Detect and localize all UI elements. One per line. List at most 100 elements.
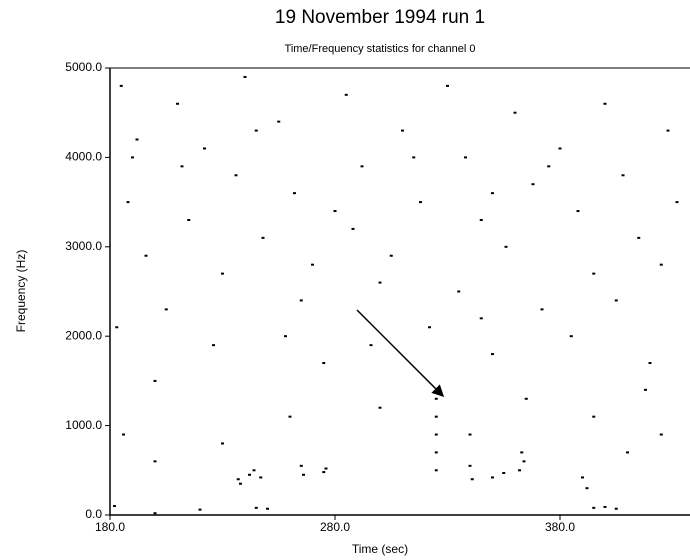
y-tick-label: 2000.0	[65, 328, 102, 342]
point	[659, 263, 663, 266]
x-tick-label: 280.0	[320, 520, 350, 534]
y-axis-label: Frequency (Hz)	[14, 250, 28, 333]
point	[520, 451, 524, 454]
point	[592, 272, 596, 275]
point	[434, 469, 438, 472]
point	[621, 174, 625, 177]
point	[243, 75, 247, 78]
point	[322, 362, 326, 365]
point	[284, 335, 287, 338]
point	[434, 433, 438, 436]
point	[234, 174, 238, 177]
point	[322, 471, 326, 474]
point	[524, 397, 528, 400]
point	[254, 129, 258, 132]
x-tick-label: 180.0	[95, 520, 125, 534]
point	[212, 344, 215, 347]
chart-subtitle: Time/Frequency statistics for channel 0	[285, 43, 476, 55]
point	[637, 236, 641, 239]
point	[378, 281, 382, 284]
point	[614, 299, 618, 302]
chart-title: 19 November 1994 run 1	[275, 7, 485, 28]
y-tick-label: 0.0	[85, 507, 102, 521]
point	[239, 482, 242, 485]
point	[428, 326, 431, 329]
point	[378, 406, 382, 409]
y-tick-label: 5000.0	[65, 60, 102, 74]
point	[581, 476, 584, 479]
point	[504, 245, 508, 248]
point	[464, 156, 467, 159]
point	[491, 476, 494, 479]
point	[176, 102, 179, 105]
point	[522, 460, 526, 463]
point	[333, 210, 337, 213]
point	[293, 192, 296, 195]
point	[434, 415, 438, 418]
point	[221, 272, 224, 275]
point	[468, 433, 472, 436]
point	[513, 111, 517, 114]
point	[144, 254, 148, 257]
point	[434, 397, 438, 400]
point	[419, 201, 422, 204]
y-tick-label: 4000.0	[65, 150, 102, 164]
point	[254, 506, 258, 509]
point	[434, 451, 438, 454]
point	[547, 165, 551, 168]
point	[603, 102, 607, 105]
point	[592, 415, 596, 418]
point	[457, 290, 461, 293]
point	[585, 487, 589, 490]
point	[351, 227, 355, 230]
point	[259, 476, 263, 479]
point	[122, 433, 125, 436]
point	[266, 507, 269, 510]
point	[389, 254, 393, 257]
point	[675, 201, 679, 204]
point	[252, 469, 256, 472]
point	[518, 469, 521, 472]
point	[198, 508, 202, 511]
point	[666, 129, 670, 132]
x-axis-label: Time (sec)	[352, 542, 408, 556]
point	[261, 236, 265, 239]
point	[446, 84, 449, 87]
point	[131, 156, 134, 159]
point	[277, 120, 281, 123]
point	[659, 433, 663, 436]
point	[153, 460, 157, 463]
point	[491, 353, 494, 356]
point	[648, 362, 652, 365]
point	[479, 317, 483, 320]
y-tick-label: 1000.0	[65, 418, 102, 432]
point	[302, 473, 305, 476]
point	[221, 442, 224, 445]
point	[576, 210, 580, 213]
point	[626, 451, 629, 454]
point	[119, 84, 123, 87]
point	[324, 467, 328, 470]
point	[468, 464, 472, 467]
point	[540, 308, 544, 311]
point	[644, 388, 647, 391]
point	[360, 165, 364, 168]
annotation-arrow	[356, 309, 445, 398]
point	[187, 218, 191, 221]
point	[401, 129, 404, 132]
point	[135, 138, 139, 141]
point	[299, 299, 303, 302]
point	[236, 478, 240, 481]
point	[412, 156, 416, 159]
point	[603, 505, 607, 508]
point	[180, 165, 184, 168]
point	[288, 415, 292, 418]
point	[592, 506, 596, 509]
point	[311, 263, 314, 266]
point	[203, 147, 206, 150]
point	[115, 326, 119, 329]
y-tick-label: 3000.0	[65, 239, 102, 253]
point	[164, 308, 168, 311]
point	[126, 201, 130, 204]
